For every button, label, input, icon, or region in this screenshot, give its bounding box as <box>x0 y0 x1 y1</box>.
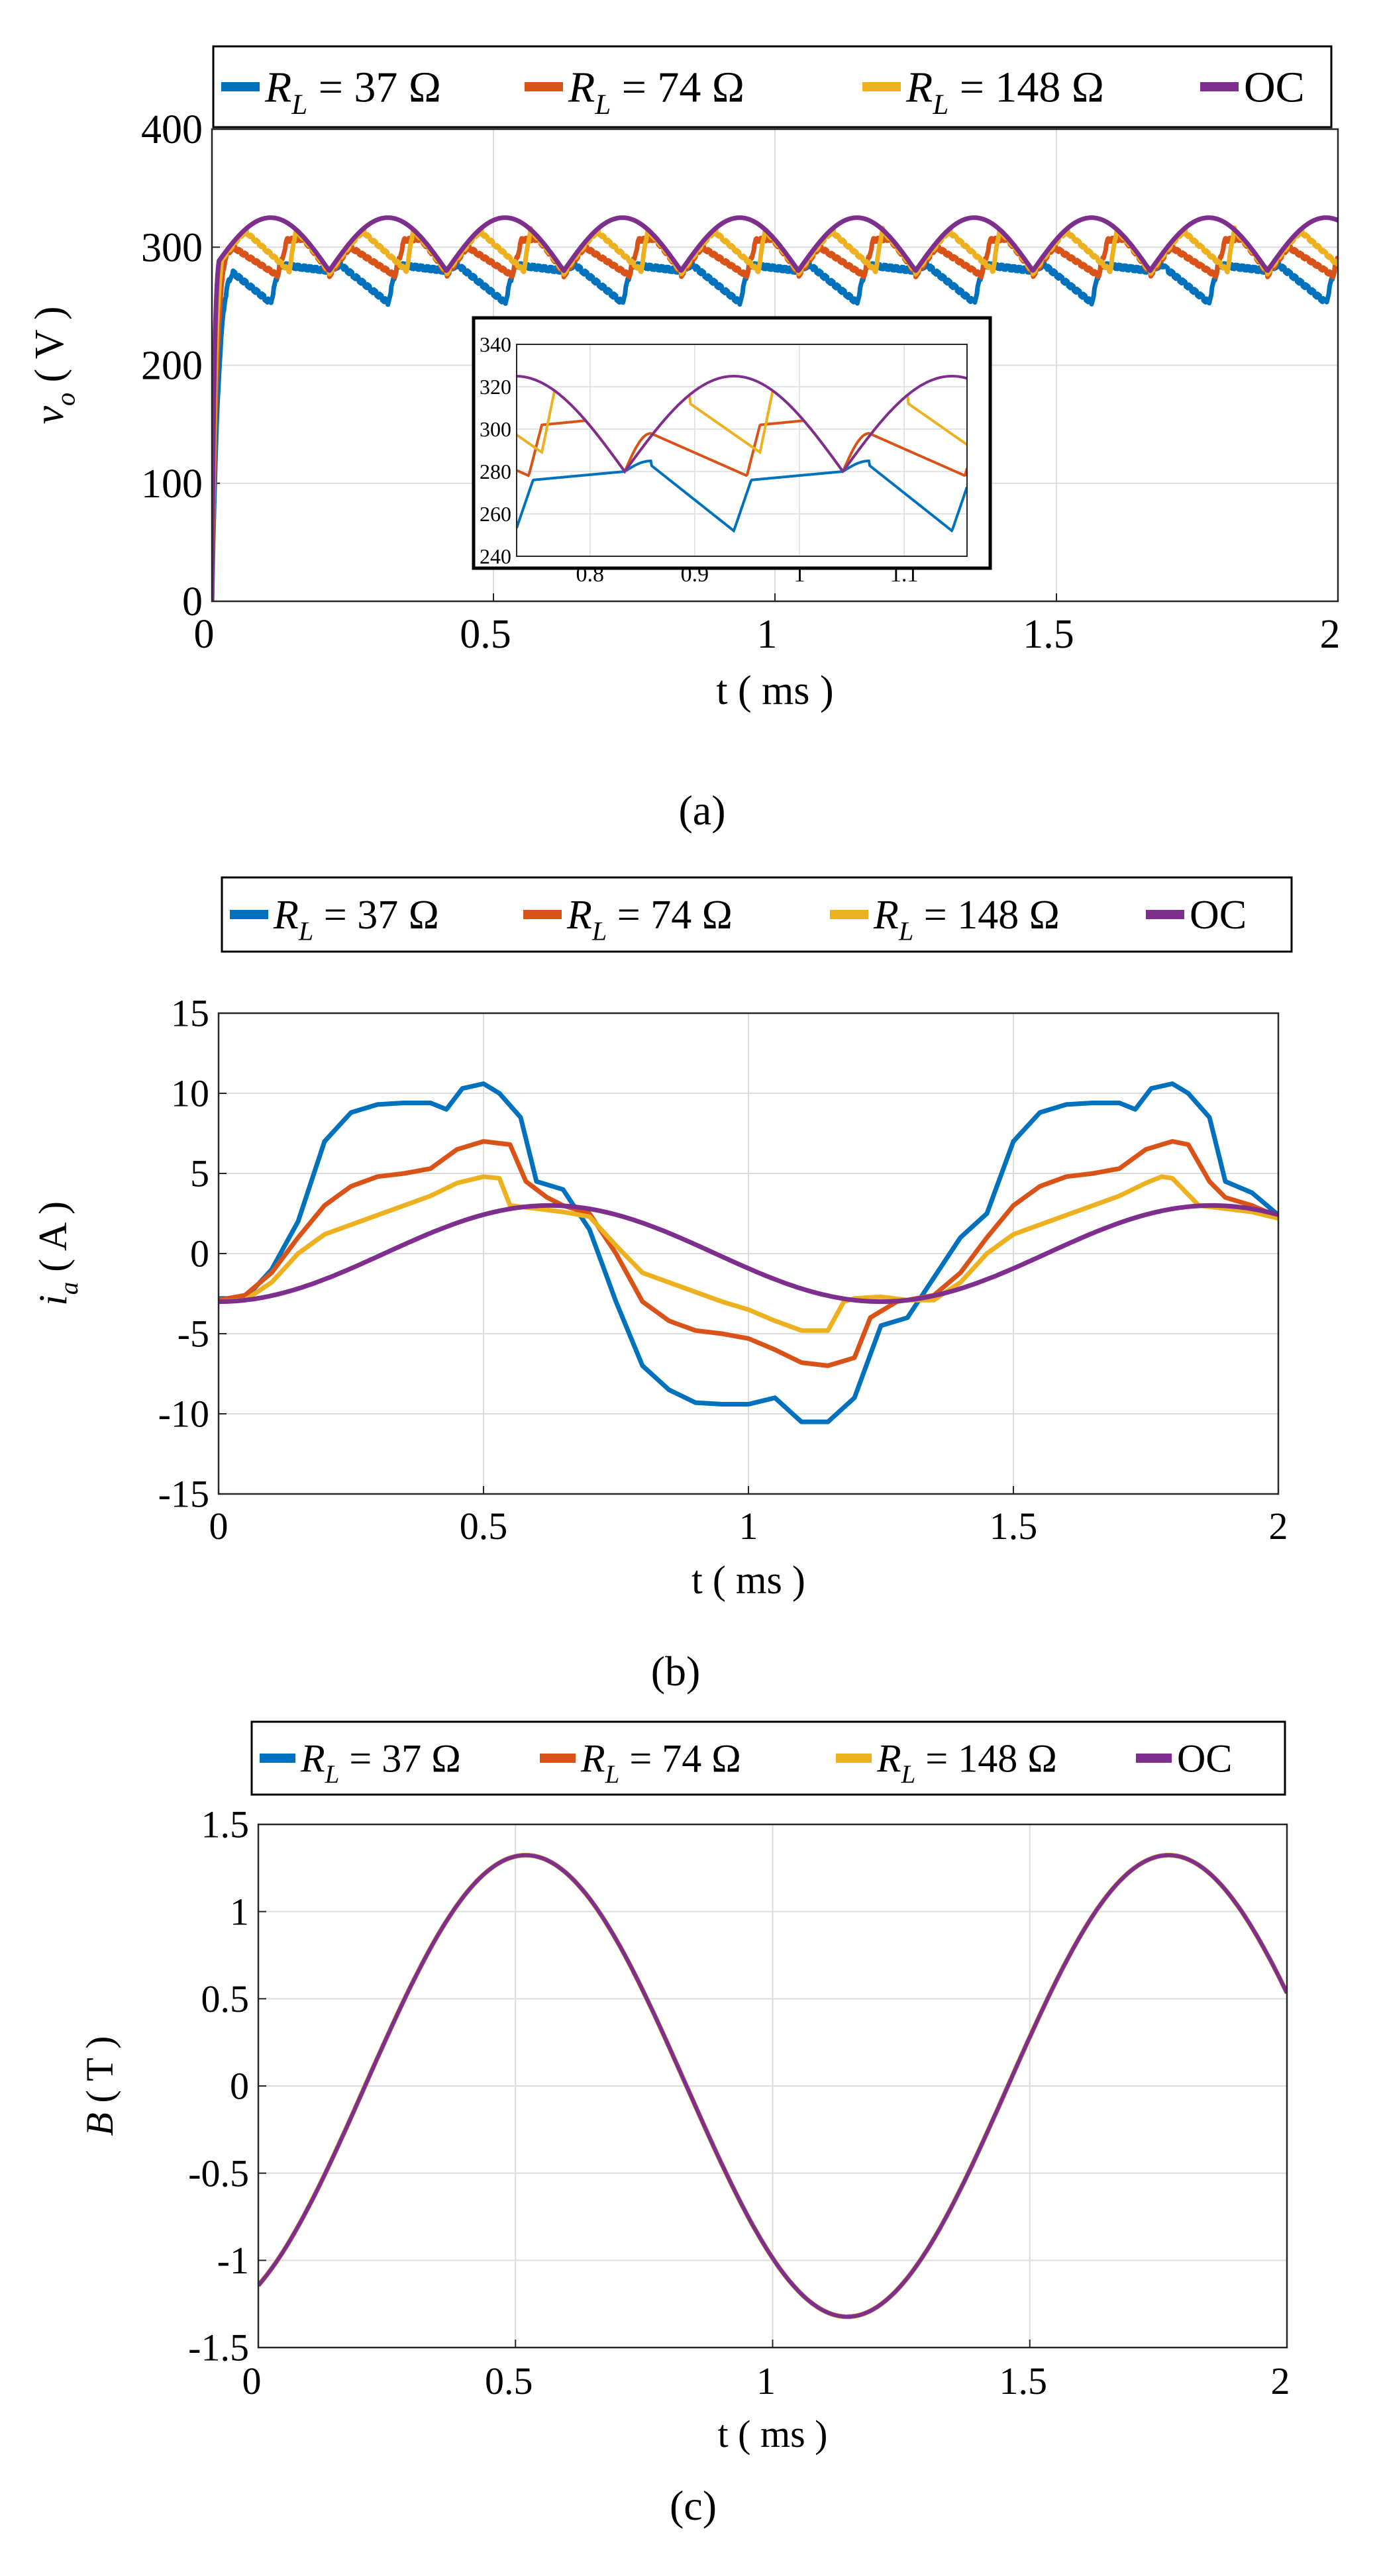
legend: RL = 37 Ω RL = 74 Ω RL = 148 Ω OC <box>250 1720 1286 1796</box>
legend-box <box>212 45 1333 128</box>
y-tick-label: -1 <box>217 2239 249 2282</box>
chart-a: 0 0.5 1 1.5 2 0 100 200 300 400 t ( ms ) vo ( V ) (a… <box>27 45 1341 834</box>
y-tick-label: 0 <box>230 2065 249 2108</box>
y-tick-label: -10 <box>158 1393 209 1436</box>
series-lines <box>258 1852 1287 2320</box>
inset-y-tick-label: 320 <box>480 375 511 399</box>
x-tick-label: 0.5 <box>460 1505 508 1548</box>
axes-box <box>211 128 1339 603</box>
legend-entry: OC <box>1177 1736 1232 1780</box>
x-tick-label: 1.5 <box>999 2359 1048 2403</box>
inset-lines <box>517 375 967 533</box>
inset-axes-box <box>516 344 968 557</box>
y-axis-label: ia ( A ) <box>31 1201 83 1306</box>
y-tick-label: -0.5 <box>188 2152 249 2195</box>
y-tick-label: 5 <box>190 1152 209 1195</box>
legend-entry: RL = 37 Ω <box>273 893 439 946</box>
x-tick-label: 0 <box>242 2359 262 2403</box>
x-axis-label: t ( ms ) <box>716 668 833 713</box>
inset: 0.8 0.9 1 1.1 240 260 280 300 320 340 <box>472 316 992 587</box>
series-line <box>219 1139 1278 1368</box>
y-tick-label: 100 <box>141 462 203 507</box>
y-tick-label: 10 <box>171 1072 209 1115</box>
inset-y-tick-label: 280 <box>480 460 511 483</box>
legend-entry: RL = 148 Ω <box>876 1736 1057 1789</box>
legend-entry: RL = 74 Ω <box>566 893 733 946</box>
y-tick-label: -1.5 <box>188 2326 249 2369</box>
series-lines <box>212 215 1338 601</box>
x-axis-label: t ( ms ) <box>691 1558 805 1602</box>
y-tick-label: 15 <box>171 992 209 1035</box>
legend-entry: OC <box>1244 63 1305 111</box>
legend-entry: OC <box>1190 893 1247 938</box>
inset-x-tick-label: 1.1 <box>890 562 919 587</box>
x-tick-label: 0.5 <box>460 612 511 657</box>
inset-y-tick-label: 300 <box>480 417 511 441</box>
series-lines <box>219 1081 1278 1424</box>
inset-y-tick-label: 260 <box>480 502 511 526</box>
axes-box <box>257 1823 1288 2349</box>
y-tick-label: -5 <box>178 1313 209 1356</box>
axes-box <box>217 1012 1280 1495</box>
legend: RL = 37 Ω RL = 74 Ω RL = 148 Ω OC <box>212 45 1333 128</box>
x-tick-label: 2 <box>1320 612 1341 657</box>
y-tick-label: -15 <box>158 1473 209 1516</box>
x-tick-label: 2 <box>1269 1505 1288 1548</box>
x-tick-label: 1 <box>756 2359 776 2403</box>
y-tick-label: 1 <box>230 1890 249 1933</box>
legend-entry: RL = 37 Ω <box>300 1736 461 1789</box>
inset-x-tick-label: 0.9 <box>681 562 709 587</box>
caption: (a) <box>678 787 725 834</box>
y-tick-label: 0 <box>190 1232 209 1275</box>
inset-series-line <box>517 460 967 533</box>
x-tick-label: 0.5 <box>485 2359 533 2403</box>
legend-entry: RL = 148 Ω <box>905 63 1104 120</box>
legend-box <box>250 1720 1286 1796</box>
legend-entry: RL = 74 Ω <box>568 63 744 120</box>
y-axis-label: B ( T ) <box>78 2036 121 2136</box>
inset-x-tick-label: 1 <box>793 562 805 587</box>
inset-y-tick-label: 340 <box>480 332 511 356</box>
inset-x-tick-label: 0.8 <box>576 562 604 587</box>
y-tick-label: 300 <box>141 225 203 270</box>
inset-y-tick-label: 240 <box>480 544 511 568</box>
y-tick-label: 0 <box>182 579 203 624</box>
x-axis-label: t ( ms ) <box>718 2412 828 2455</box>
legend-entry: RL = 148 Ω <box>873 893 1060 946</box>
caption: (c) <box>670 2482 717 2529</box>
chart-c: 0 0.5 1 1.5 2 -1.5 -1 -0.5 0 0.5 1 1.5 t ( ms ) B ( T… <box>78 1720 1290 2529</box>
y-tick-label: 400 <box>141 107 203 152</box>
x-tick-label: 0 <box>194 612 215 657</box>
x-tick-label: 1.5 <box>990 1505 1038 1548</box>
legend: RL = 37 Ω RL = 74 Ω RL = 148 Ω OC <box>221 876 1293 953</box>
x-tick-label: 1 <box>739 1505 758 1548</box>
series-line <box>258 1853 1287 2319</box>
y-axis-label: vo ( V ) <box>27 306 80 424</box>
inset-series-line <box>517 375 967 474</box>
legend-box <box>221 876 1293 953</box>
caption: (b) <box>651 1648 701 1695</box>
y-tick-label: 1.5 <box>201 1803 250 1846</box>
x-tick-label: 0 <box>209 1505 229 1548</box>
chart-b: 0 0.5 1 1.5 2 -15 -10 -5 0 5 10 15 t ( ms ) ia ( A ) (… <box>31 876 1293 1695</box>
series-line <box>219 1174 1278 1333</box>
series-line <box>212 215 1338 601</box>
y-tick-label: 200 <box>141 344 203 389</box>
series-line <box>219 1203 1278 1305</box>
legend-entry: RL = 74 Ω <box>580 1736 741 1789</box>
y-tick-label: 0.5 <box>201 1977 250 2020</box>
x-tick-label: 1 <box>757 612 778 657</box>
x-tick-label: 2 <box>1271 2359 1290 2403</box>
x-tick-label: 1.5 <box>1023 612 1074 657</box>
series-line <box>219 1081 1278 1424</box>
legend-entry: RL = 37 Ω <box>264 63 441 120</box>
inset-plot-area <box>517 344 967 556</box>
